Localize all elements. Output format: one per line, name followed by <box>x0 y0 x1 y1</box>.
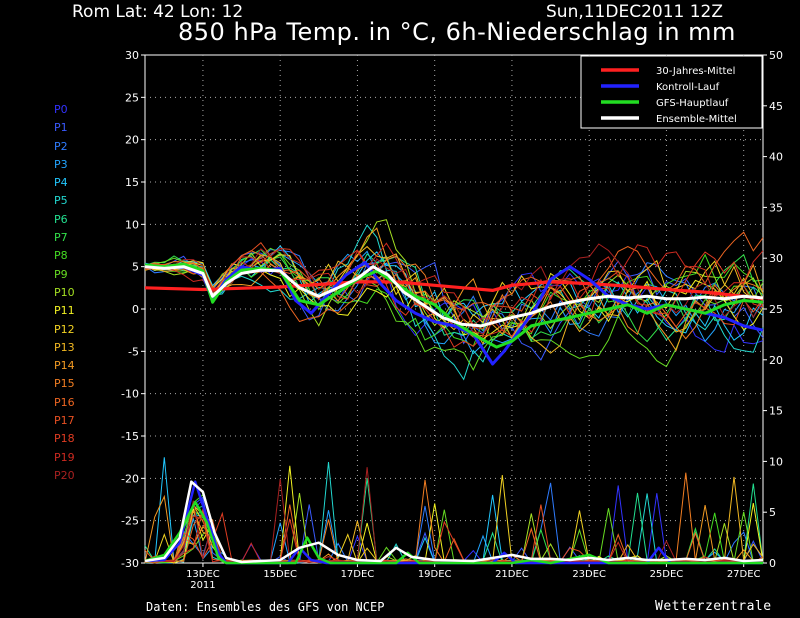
y-left-tick-label: 30 <box>125 49 139 62</box>
member-temp-line <box>144 224 764 381</box>
y-left-tick-label: -30 <box>121 557 139 570</box>
y-right-tick-label: 15 <box>769 405 783 418</box>
legend-label: Ensemble-Mittel <box>656 114 737 125</box>
member-precip-line <box>144 504 764 564</box>
member-precip-line <box>145 461 764 564</box>
member-precip-line <box>144 457 764 564</box>
y-right-tick-label: 45 <box>769 100 783 113</box>
member-precip-line <box>144 496 764 564</box>
member-label: P4 <box>54 176 68 190</box>
temp-series-line <box>144 280 764 301</box>
member-label: P10 <box>54 285 75 299</box>
location-label: Rom Lat: 42 Lon: 12 <box>72 2 244 22</box>
member-label: P17 <box>54 414 75 428</box>
legend-box <box>580 55 763 129</box>
member-label: P20 <box>54 468 75 482</box>
legend-label: Kontroll-Lauf <box>656 82 720 93</box>
y-left-tick-label: -5 <box>128 345 139 358</box>
member-label: P6 <box>54 212 68 226</box>
member-label: P11 <box>54 304 75 318</box>
y-left-tick-label: -15 <box>121 430 139 443</box>
member-precip-line <box>144 493 764 564</box>
precip-series-line <box>144 480 763 565</box>
member-precip-line <box>144 485 764 564</box>
y-right-tick-label: 10 <box>769 455 783 468</box>
member-label: P2 <box>54 139 68 153</box>
member-temp-line <box>144 247 764 348</box>
member-temp-line <box>144 243 764 335</box>
x-tick-label: 13DEC <box>186 569 220 580</box>
chart-title: 850 hPa Temp. in °C, 6h-Niederschlag in … <box>178 18 736 46</box>
precip-series-line <box>144 500 763 565</box>
member-precip-line <box>144 482 764 564</box>
member-label: P8 <box>54 249 68 263</box>
y-left-tick-label: 20 <box>125 134 139 147</box>
x-tick-label: 21DEC <box>495 569 529 580</box>
y-right-tick-label: 35 <box>769 201 783 214</box>
x-tick-label: 23DEC <box>572 569 606 580</box>
y-left-tick-label: -25 <box>121 515 139 528</box>
y-right-tick-label: 25 <box>769 303 783 316</box>
legend-label: GFS-Hauptlauf <box>656 98 729 109</box>
temp-series-line <box>144 262 764 349</box>
member-label: P15 <box>54 377 75 391</box>
member-precip-line <box>144 467 764 564</box>
data-source-label: Daten: Ensembles des GFS von NCEP <box>146 600 385 614</box>
precip-series-line <box>144 480 764 564</box>
member-label: P16 <box>54 395 75 409</box>
y-right-tick-label: 5 <box>769 506 776 519</box>
member-label: P12 <box>54 322 75 336</box>
member-precip-line <box>144 493 764 564</box>
y-right-tick-label: 50 <box>769 49 783 62</box>
y-left-tick-label: -10 <box>121 388 139 401</box>
member-label: P3 <box>54 157 68 171</box>
member-label: P1 <box>54 121 68 135</box>
y-left-tick-label: 0 <box>132 303 139 316</box>
x-tick-label: 19DEC <box>418 569 452 580</box>
x-tick-label: 17DEC <box>341 569 375 580</box>
member-label: P14 <box>54 359 75 373</box>
y-left-tick-label: 5 <box>132 261 139 274</box>
legend-label: 30-Jahres-Mittel <box>656 66 735 77</box>
temp-series-line <box>144 265 764 328</box>
y-right-tick-label: 20 <box>769 354 783 367</box>
member-label: P5 <box>54 194 68 208</box>
member-precip-line <box>144 508 764 564</box>
temp-series-line <box>144 260 764 366</box>
y-right-tick-label: 0 <box>769 557 776 570</box>
x-tick-label: 27DEC <box>727 569 761 580</box>
member-list: P0 P1 P2 P3 P4 P5 P6 P7 P8 P9 P10 P11 P12 P13 P14 P15 P1… <box>54 101 75 485</box>
member-label: P0 <box>54 103 68 116</box>
member-label: P9 <box>54 267 68 281</box>
member-label: P13 <box>54 340 75 354</box>
member-label: P18 <box>54 432 75 446</box>
y-right-tick-label: 40 <box>769 151 783 164</box>
brand-label: Wetterzentrale <box>655 599 772 614</box>
member-temp-line <box>144 227 764 352</box>
y-left-tick-label: 25 <box>125 91 139 104</box>
y-right-tick-label: 30 <box>769 252 783 265</box>
x-tick-label: 15DEC <box>263 569 297 580</box>
y-left-tick-label: 10 <box>125 218 139 231</box>
x-tick-sublabel: 2011 <box>190 580 215 591</box>
member-precip-line <box>144 510 764 564</box>
y-left-tick-label: -20 <box>121 472 139 485</box>
run-datetime: Sun,11DEC2011 12Z <box>546 2 724 22</box>
member-label: P19 <box>54 450 75 464</box>
member-precip-line <box>144 494 764 565</box>
y-left-tick-label: 15 <box>125 176 139 189</box>
member-precip-line <box>144 507 764 564</box>
member-precip-line <box>144 509 764 564</box>
member-precip-line <box>144 504 764 564</box>
member-label: P7 <box>54 231 68 245</box>
x-tick-label: 25DEC <box>650 569 684 580</box>
